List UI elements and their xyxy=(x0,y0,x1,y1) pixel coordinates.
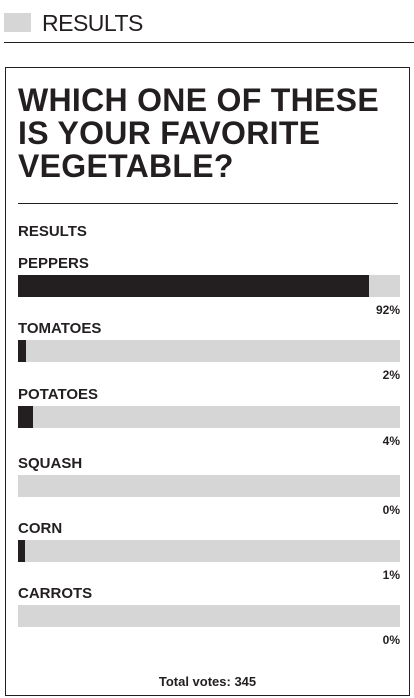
option-label: POTATOES xyxy=(18,386,99,403)
result-bar-fill xyxy=(18,406,33,428)
result-bar-track xyxy=(18,605,400,627)
result-bar-track xyxy=(18,340,400,362)
poll-question: WHICH ONE OF THESE IS YOUR FAVORITE VEGE… xyxy=(18,82,379,184)
header-square-icon xyxy=(4,13,31,32)
option-percent: 4% xyxy=(382,434,400,448)
option-label: TOMATOES xyxy=(18,320,102,337)
poll-option: CARROTS 0% xyxy=(18,585,400,650)
poll-option: CORN 1% xyxy=(18,520,400,585)
result-bar-track xyxy=(18,475,400,497)
result-bar-fill xyxy=(18,340,26,362)
poll-results-panel: WHICH ONE OF THESE IS YOUR FAVORITE VEGE… xyxy=(5,67,410,696)
option-label: PEPPERS xyxy=(18,255,89,272)
poll-option: SQUASH 0% xyxy=(18,455,400,520)
option-percent: 0% xyxy=(382,633,400,647)
option-percent: 92% xyxy=(375,303,400,317)
header-divider xyxy=(4,42,414,43)
option-label: CORN xyxy=(18,520,63,537)
total-votes: Total votes: 345 xyxy=(158,674,257,689)
result-bar-fill xyxy=(18,540,25,562)
result-bar-track xyxy=(18,406,400,428)
option-percent: 2% xyxy=(382,368,400,382)
option-percent: 1% xyxy=(382,568,400,582)
poll-option: POTATOES 4% xyxy=(18,386,400,451)
poll-option: TOMATOES 2% xyxy=(18,320,400,385)
results-heading: RESULTS xyxy=(18,223,87,240)
page-header: RESULTS xyxy=(0,0,414,44)
option-label: CARROTS xyxy=(18,585,93,602)
option-label: SQUASH xyxy=(18,455,83,472)
question-divider xyxy=(18,203,398,204)
result-bar-track xyxy=(18,275,400,297)
page-title: RESULTS xyxy=(42,10,143,36)
poll-option: PEPPERS 92% xyxy=(18,255,400,320)
option-percent: 0% xyxy=(382,503,400,517)
result-bar-track xyxy=(18,540,400,562)
result-bar-fill xyxy=(18,275,369,297)
